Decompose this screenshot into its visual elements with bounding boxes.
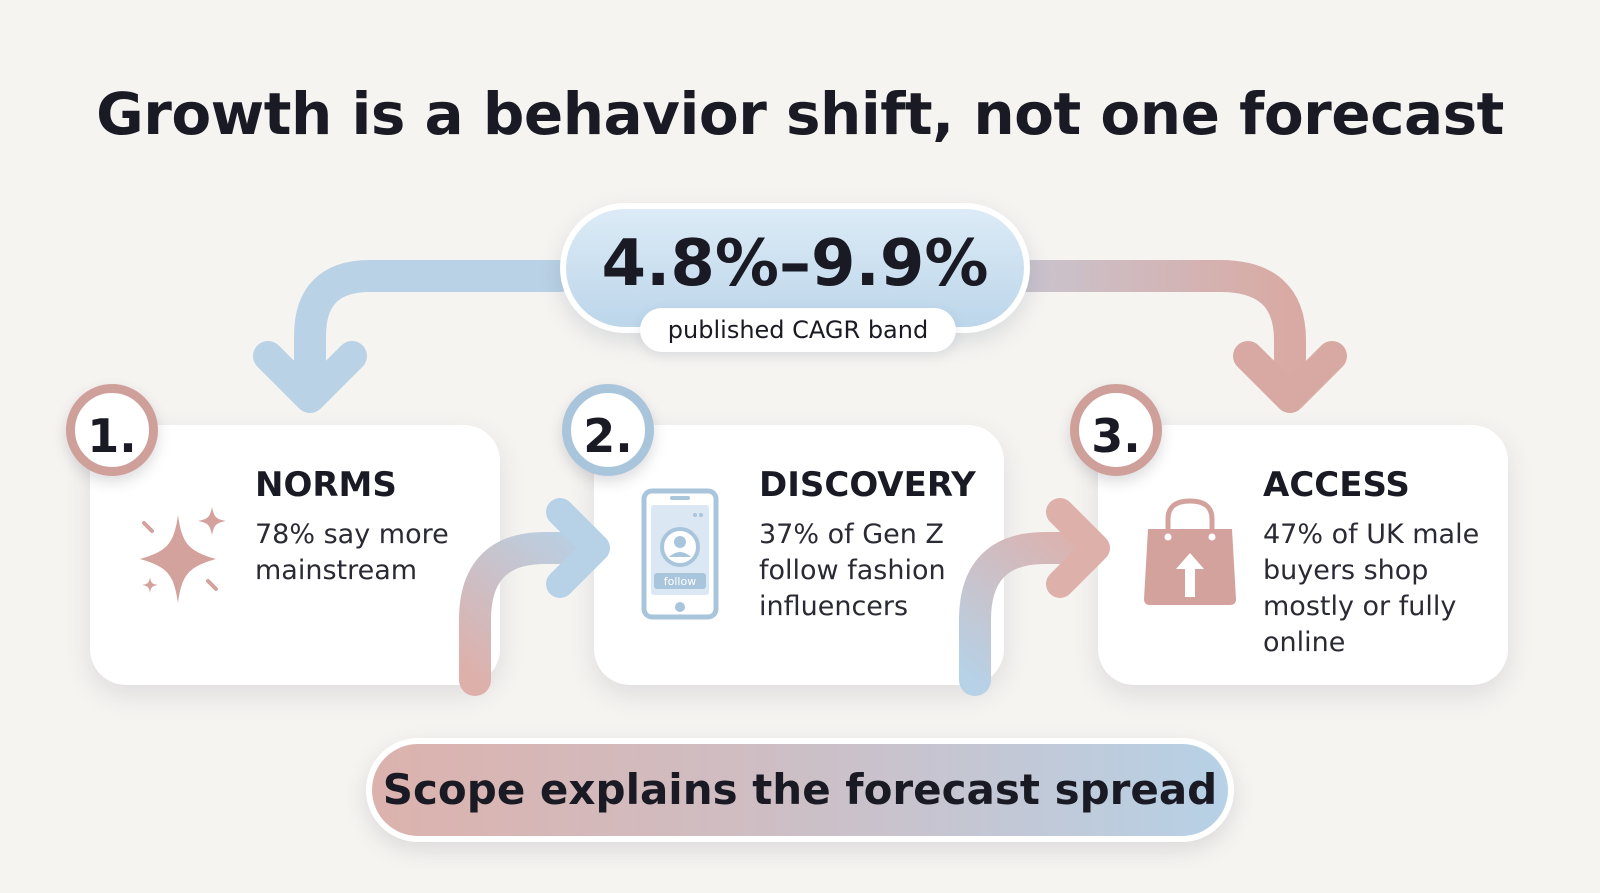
norms-card: NORMS 78% say more mainstream: [90, 425, 500, 685]
step-3-badge: 3.: [1070, 384, 1162, 476]
footer-pill: Scope explains the forecast spread: [366, 738, 1234, 842]
arrow-to-norms: [294, 260, 576, 404]
arrow-to-access: [1009, 260, 1306, 404]
cagr-value: 4.8%–9.9%: [601, 227, 989, 301]
shopping-bag-icon: [1144, 498, 1236, 605]
norms-title: NORMS: [255, 465, 397, 505]
norms-text: 78% say more mainstream: [255, 519, 449, 586]
access-title: ACCESS: [1263, 465, 1410, 505]
phone-follow-icon: follow: [641, 488, 719, 620]
discovery-card: follow DISCOVERY 37% of Gen Z follow fas…: [594, 425, 1004, 685]
arrow-to-access-head: [1233, 341, 1347, 413]
step-1-badge: 1.: [66, 384, 158, 476]
step-2-badge: 2.: [562, 384, 654, 476]
arrow-to-norms-head: [253, 341, 367, 413]
discovery-title: DISCOVERY: [759, 465, 976, 505]
follow-label: follow: [664, 575, 696, 588]
sparkle-icon: [140, 507, 226, 603]
page-title: Growth is a behavior shift, not one fore…: [96, 80, 1504, 148]
access-text: 47% of UK male buyers shop mostly or ful…: [1263, 519, 1480, 658]
discovery-text: 37% of Gen Z follow fashion influencers: [759, 519, 946, 622]
access-card: ACCESS 47% of UK male buyers shop mostly…: [1098, 425, 1508, 685]
cagr-label: published CAGR band: [640, 308, 956, 352]
